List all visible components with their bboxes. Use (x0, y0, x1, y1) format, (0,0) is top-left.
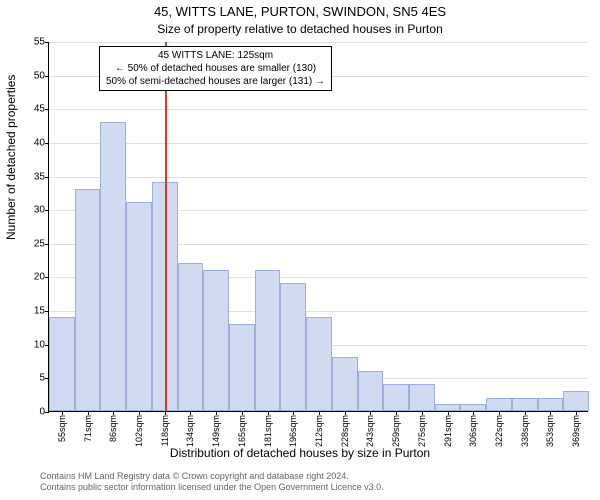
xtick-label: 306sqm (468, 415, 478, 447)
bar (75, 189, 101, 411)
footer-line1: Contains HM Land Registry data © Crown c… (40, 471, 384, 483)
xtick-label: 275sqm (417, 415, 427, 447)
ytick-mark (45, 412, 49, 413)
xtick-label: 165sqm (237, 415, 247, 447)
bar (358, 371, 384, 411)
ytick-mark (45, 311, 49, 312)
ytick-mark (45, 177, 49, 178)
ytick-label: 50 (34, 70, 45, 81)
xtick-label: 71sqm (83, 415, 93, 442)
gridline (49, 42, 588, 43)
bar (512, 398, 538, 411)
xtick-label: 55sqm (57, 415, 67, 442)
footer-line2: Contains public sector information licen… (40, 482, 384, 494)
annotation-box: 45 WITTS LANE: 125sqm ← 50% of detached … (99, 46, 332, 91)
ytick-label: 55 (34, 37, 45, 48)
bar (486, 398, 512, 411)
ytick-label: 5 (39, 373, 45, 384)
xtick-label: 243sqm (365, 415, 375, 447)
bar (332, 357, 358, 411)
bar (255, 270, 281, 411)
reference-line (165, 42, 167, 411)
bar (49, 317, 75, 411)
chart-container: 45, WITTS LANE, PURTON, SWINDON, SN5 4ES… (0, 0, 600, 500)
xtick-label: 196sqm (288, 415, 298, 447)
bar (280, 283, 306, 411)
ytick-label: 15 (34, 306, 45, 317)
ytick-mark (45, 277, 49, 278)
bar (563, 391, 589, 411)
xtick-label: 322sqm (494, 415, 504, 447)
ytick-label: 0 (39, 407, 45, 418)
ytick-mark (45, 143, 49, 144)
bar (229, 324, 255, 411)
bar (203, 270, 229, 411)
ytick-label: 10 (34, 339, 45, 350)
ytick-label: 35 (34, 171, 45, 182)
bar (306, 317, 332, 411)
bar (383, 384, 409, 411)
plot-area: 051015202530354045505555sqm71sqm86sqm102… (48, 42, 588, 412)
xtick-label: 149sqm (211, 415, 221, 447)
annotation-line1: 45 WITTS LANE: 125sqm (106, 49, 325, 62)
ytick-label: 25 (34, 238, 45, 249)
ytick-mark (45, 244, 49, 245)
bar (100, 122, 126, 411)
ytick-label: 40 (34, 137, 45, 148)
chart-subtitle: Size of property relative to detached ho… (0, 22, 600, 36)
bar (460, 404, 486, 411)
xtick-label: 353sqm (545, 415, 555, 447)
footer-text: Contains HM Land Registry data © Crown c… (40, 471, 384, 494)
xtick-label: 134sqm (185, 415, 195, 447)
ytick-label: 30 (34, 205, 45, 216)
xtick-label: 291sqm (443, 415, 453, 447)
xtick-label: 228sqm (340, 415, 350, 447)
ytick-mark (45, 210, 49, 211)
annotation-line2: ← 50% of detached houses are smaller (13… (106, 62, 325, 75)
xtick-label: 369sqm (571, 415, 581, 447)
xtick-label: 212sqm (314, 415, 324, 447)
ytick-mark (45, 109, 49, 110)
bar (435, 404, 461, 411)
bar (409, 384, 435, 411)
gridline (49, 109, 588, 110)
xtick-label: 86sqm (108, 415, 118, 442)
xtick-label: 118sqm (160, 415, 170, 446)
xtick-label: 338sqm (520, 415, 530, 447)
gridline (49, 177, 588, 178)
x-axis-label: Distribution of detached houses by size … (0, 446, 600, 460)
bar (126, 202, 152, 411)
ytick-label: 45 (34, 104, 45, 115)
ytick-mark (45, 42, 49, 43)
bar (538, 398, 564, 411)
ytick-label: 20 (34, 272, 45, 283)
xtick-label: 259sqm (391, 415, 401, 447)
bar (178, 263, 204, 411)
xtick-label: 181sqm (263, 415, 273, 447)
gridline (49, 143, 588, 144)
annotation-line3: 50% of semi-detached houses are larger (… (106, 75, 325, 88)
chart-title: 45, WITTS LANE, PURTON, SWINDON, SN5 4ES (0, 4, 600, 19)
ytick-mark (45, 76, 49, 77)
y-axis-label: Number of detached properties (4, 75, 18, 240)
xtick-label: 102sqm (134, 415, 144, 447)
